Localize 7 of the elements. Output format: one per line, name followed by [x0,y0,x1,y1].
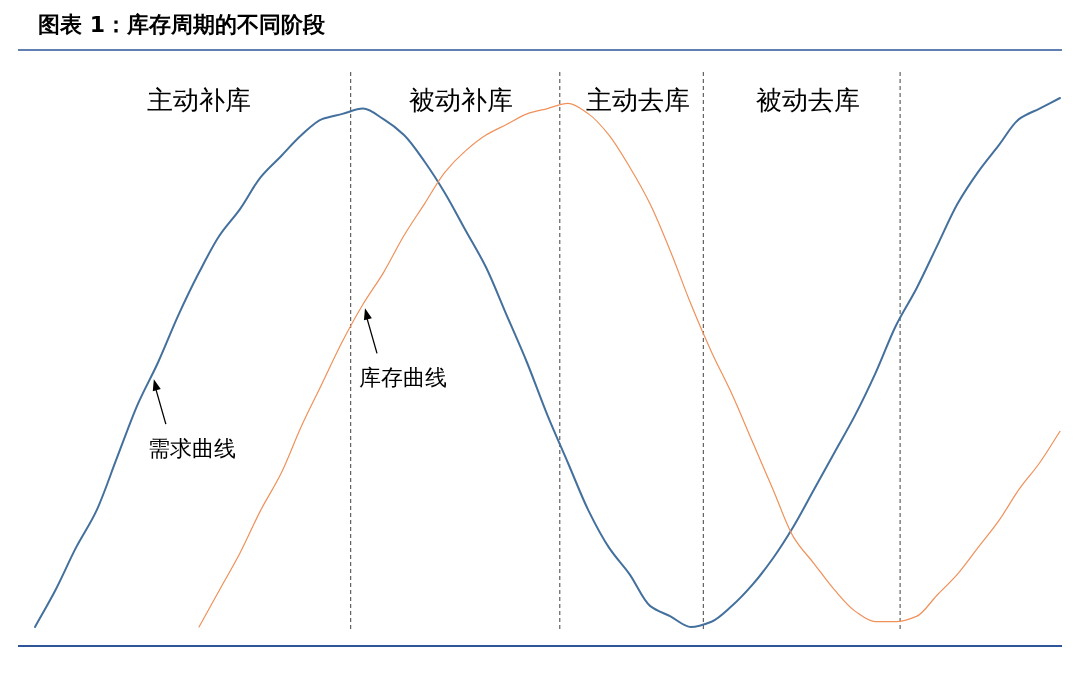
annotation: 被动补库 [409,85,514,115]
annotation: 主动去库 [585,85,690,115]
annotation: 被动去库 [755,85,860,115]
annotation: 库存曲线 [359,365,447,391]
chart-title: 图表 1：库存周期的不同阶段 [38,12,326,37]
annotation: 主动补库 [146,85,251,115]
annotation: 需求曲线 [147,436,236,462]
